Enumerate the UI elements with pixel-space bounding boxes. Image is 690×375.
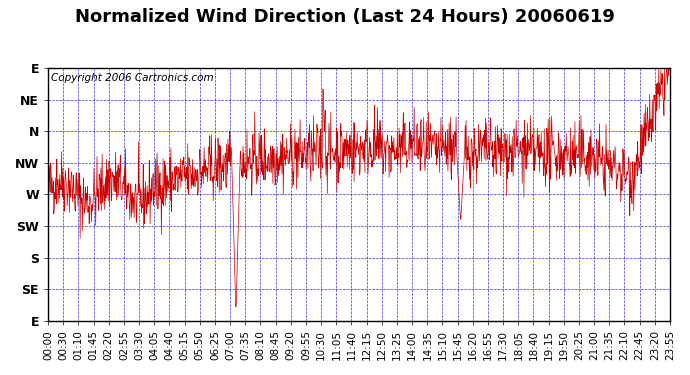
- Text: Copyright 2006 Cartronics.com: Copyright 2006 Cartronics.com: [51, 73, 214, 83]
- Text: Normalized Wind Direction (Last 24 Hours) 20060619: Normalized Wind Direction (Last 24 Hours…: [75, 8, 615, 26]
